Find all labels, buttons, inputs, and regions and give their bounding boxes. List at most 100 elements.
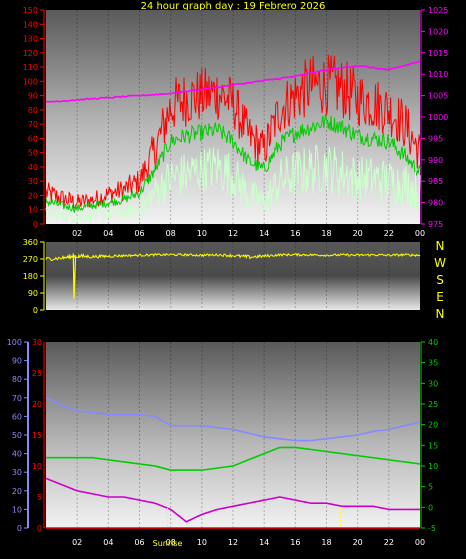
chart3-x-tick-4: 10 [197, 538, 207, 547]
chart3-right-tick-6: 25 [428, 400, 438, 409]
chart1-right-tick-2: 985 [428, 177, 443, 186]
chart1-x-tick-4: 10 [197, 229, 207, 238]
chart1-x-tick-3: 08 [166, 229, 176, 238]
chart1-right-tick-10: 1025 [428, 6, 448, 15]
chart1-x-ticks: 02 04 06 08 10 12 14 16 18 20 22 00 [72, 229, 425, 238]
chart3-far-left-tick-10: 100 [7, 338, 22, 347]
chart1-right-tick-5: 1000 [428, 113, 448, 122]
chart1-series [45, 54, 421, 223]
chart1-left-tick-11: 110 [23, 63, 38, 72]
chart1-x-tick-2: 06 [134, 229, 144, 238]
chart3-x-tick-7: 16 [290, 538, 300, 547]
chart1-right-axis: 975 980 985 990 995 1000 1005 1010 1015 1020 1025 [420, 6, 448, 229]
chart1-left-tick-2: 20 [28, 191, 38, 200]
chart3-series-0 [45, 397, 421, 442]
chart3-far-left-tick-5: 50 [12, 431, 22, 440]
chart3-right-tick-3: 10 [428, 462, 438, 471]
chart1-right-tick-9: 1020 [428, 27, 448, 36]
chart3-grid [76, 342, 390, 528]
chart3-x-tick-1: 04 [103, 538, 113, 547]
chart3-far-left-tick-3: 30 [12, 468, 22, 477]
chart2-grid [76, 242, 390, 310]
chart3-far-left-tick-6: 60 [12, 412, 22, 421]
chart3-series [45, 397, 421, 529]
chart3-x-tick-5: 12 [228, 538, 238, 547]
chart3-right-tick-7: 30 [428, 379, 438, 388]
chart3-right-tick-8: 35 [428, 359, 438, 368]
chart1-series-1 [45, 114, 421, 214]
chart3-series-1 [46, 446, 421, 471]
chart1-series-0 [45, 54, 421, 209]
chart3-far-left-tick-8: 80 [12, 375, 22, 384]
chart1-left-tick-5: 50 [28, 149, 38, 158]
chart3-right-tick-9: 40 [428, 338, 438, 347]
chart1-x-tick-10: 22 [384, 229, 394, 238]
chart3-x-ticks: 02 04 06 08 10 12 14 16 18 20 22 00 [72, 538, 425, 547]
chart1-left-tick-13: 130 [23, 35, 38, 44]
chart1-x-tick-8: 18 [321, 229, 331, 238]
chart1-left-tick-1: 10 [28, 206, 38, 215]
chart1-right-tick-4: 995 [428, 134, 443, 143]
chart3-left-tick-6: 30 [32, 338, 42, 347]
chart3-far-left-tick-9: 90 [12, 357, 22, 366]
chart3-x-tick-8: 18 [321, 538, 331, 547]
chart3-left-tick-4: 20 [32, 400, 42, 409]
chart2-left-tick-2: 180 [23, 272, 38, 281]
chart1-left-tick-7: 70 [28, 120, 38, 129]
chart1-left-tick-4: 40 [28, 163, 38, 172]
chart3-right-tick-2: 5 [428, 483, 433, 492]
chart3-x-tick-11: 00 [415, 538, 425, 547]
chart3-left-tick-1: 5 [37, 493, 42, 502]
chart3-left-tick-3: 15 [32, 431, 42, 440]
chart3-left-tick-0: 0 [37, 524, 42, 533]
compass-label-4: N [436, 307, 445, 321]
chart1-left-tick-3: 30 [28, 177, 38, 186]
compass-label-0: N [436, 239, 445, 253]
chart2-left-tick-3: 270 [23, 255, 38, 264]
chart3-x-tick-2: 06 [134, 538, 144, 547]
chart2-left-tick-0: 0 [33, 306, 38, 315]
compass-label-2: S [436, 273, 444, 287]
chart3-far-left-tick-7: 70 [12, 394, 22, 403]
chart1-series-3 [45, 60, 421, 103]
chart3-x-tick-10: 22 [384, 538, 394, 547]
chart2-series-0 [45, 252, 421, 262]
chart1-left-tick-15: 150 [23, 6, 38, 15]
chart3-x-tick-9: 20 [353, 538, 363, 547]
chart3-x-tick-3: 08 [166, 538, 176, 547]
compass-label-1: W [434, 256, 446, 270]
sunrise-label: Sunrise [153, 539, 183, 548]
chart3-right-tick-5: 20 [428, 421, 438, 430]
chart3-far-left-tick-0: 0 [17, 524, 22, 533]
chart1-left-tick-14: 140 [23, 20, 38, 29]
chart3-far-left-tick-4: 40 [12, 450, 22, 459]
chart1-right-tick-8: 1015 [428, 49, 448, 58]
chart2-series-spike [72, 253, 77, 299]
chart1-x-tick-9: 20 [353, 229, 363, 238]
chart3-left-tick-2: 10 [32, 462, 42, 471]
chart3-series-2 [45, 477, 420, 523]
chart3-right-tick-0: -5 [428, 524, 436, 533]
chart2-left-tick-4: 360 [23, 238, 38, 247]
chart3-left-axis: 0 5 10 15 20 25 30 [32, 338, 45, 533]
chart3-right-tick-4: 15 [428, 441, 438, 450]
chart1-left-tick-6: 60 [28, 134, 38, 143]
chart1-left-tick-9: 90 [28, 92, 38, 101]
chart1-right-tick-6: 1005 [428, 92, 448, 101]
chart1-right-tick-0: 975 [428, 220, 443, 229]
chart3-far-left-tick-2: 20 [12, 487, 22, 496]
chart3-right-axis: -5 0 5 10 15 20 25 30 35 40 [420, 338, 438, 533]
chart2-left-tick-1: 90 [28, 289, 38, 298]
compass-label-3: E [436, 290, 444, 304]
chart2-series [45, 252, 421, 299]
chart1-x-tick-5: 12 [228, 229, 238, 238]
chart1-right-tick-3: 990 [428, 156, 443, 165]
chart3-right-tick-1: 0 [428, 503, 433, 512]
chart3-x-tick-0: 02 [72, 538, 82, 547]
chart1-left-tick-0: 0 [33, 220, 38, 229]
chart1-x-tick-1: 04 [103, 229, 113, 238]
chart1-title: 24 hour graph day : 19 Febrero 2026 [141, 1, 326, 12]
